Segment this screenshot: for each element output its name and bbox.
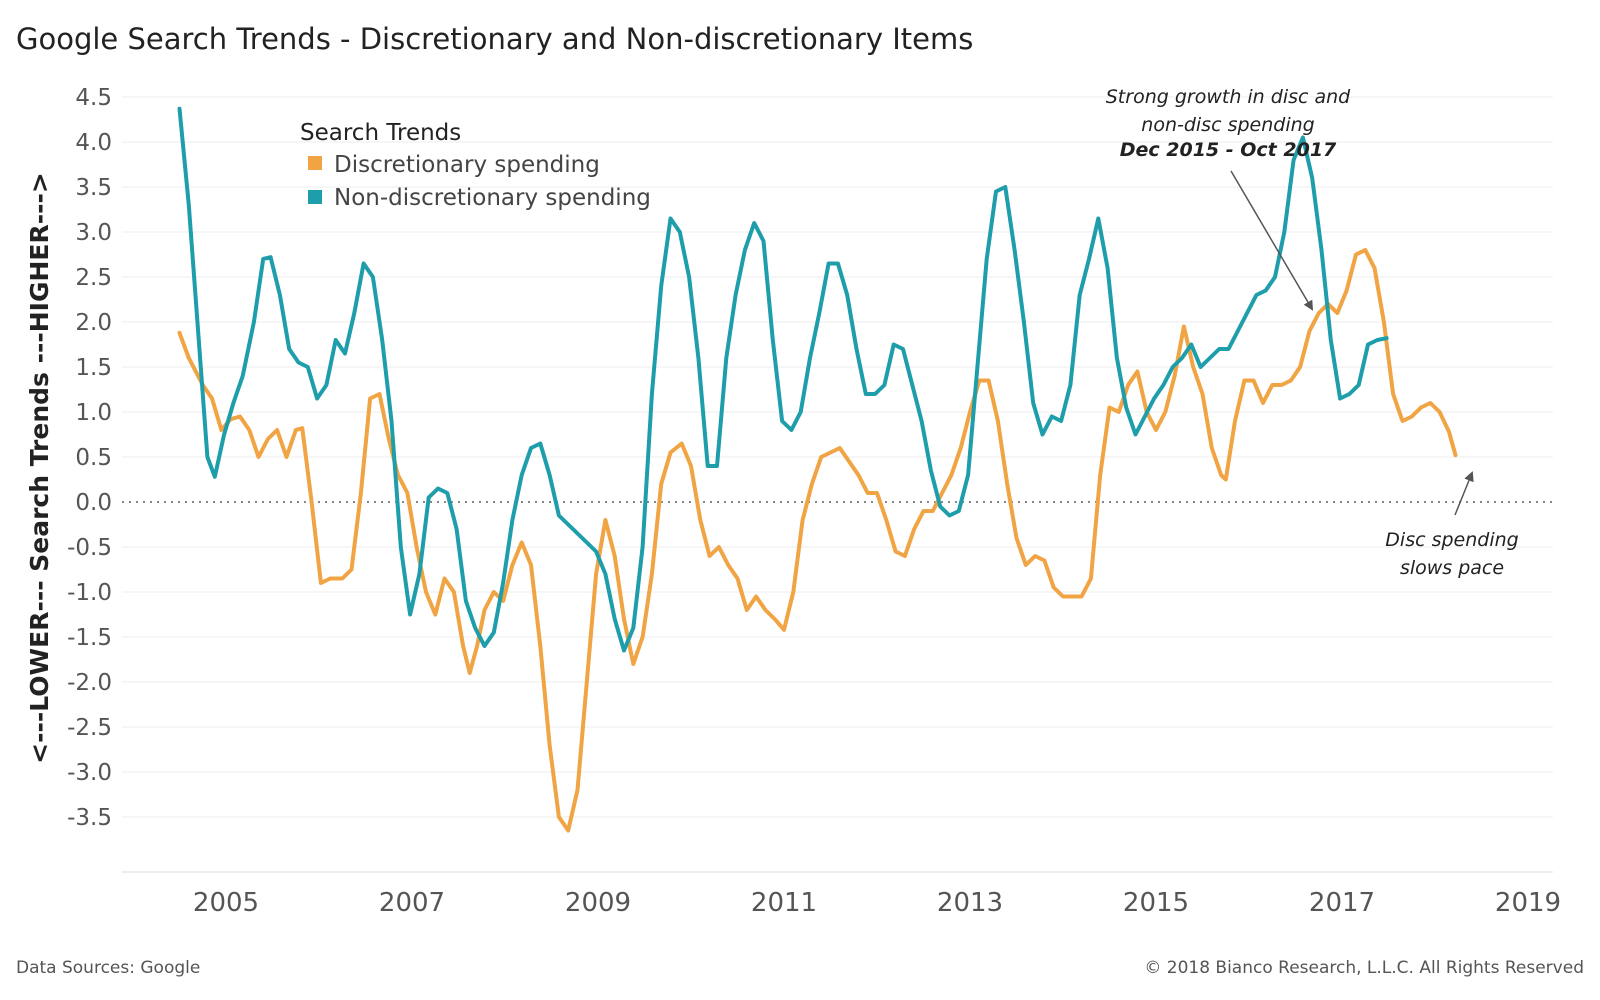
y-tick-label: 2.0 <box>75 310 112 336</box>
annotation-slows-line-2: slows pace <box>1400 557 1504 579</box>
y-tick-label: -1.0 <box>67 580 112 606</box>
y-axis-ticks: 4.5 4.0 3.5 3.0 2.5 2.0 1.5 1.0 0.5 0.0 -0.5 -1.0 -1… <box>67 85 112 831</box>
annotation-slows: Disc spending slows pace <box>1385 471 1519 579</box>
series-line-discretionary <box>177 248 1458 833</box>
y-tick-label: 4.5 <box>75 85 112 111</box>
annotation-slows-line-1: Disc spending <box>1385 529 1518 551</box>
y-tick-label: 3.5 <box>75 175 112 201</box>
annotation-growth: Strong growth in disc and non-disc spend… <box>1106 86 1351 311</box>
y-tick-label: -1.5 <box>67 625 112 651</box>
y-tick-label: 3.0 <box>75 220 112 246</box>
y-tick-label: -2.0 <box>67 670 112 696</box>
x-axis-ticks: 2005 2007 2009 2011 2013 2015 2017 2019 <box>193 888 1561 918</box>
legend-swatch-discretionary <box>308 156 322 170</box>
annotation-growth-dates: Dec 2015 - Oct 2017 <box>1120 139 1337 161</box>
x-tick-label: 2017 <box>1309 888 1375 918</box>
y-axis-label: <---LOWER--- Search Trends ---HIGHER---> <box>25 172 54 764</box>
y-tick-label: 0.0 <box>75 490 112 516</box>
x-tick-label: 2009 <box>565 888 631 918</box>
x-tick-label: 2019 <box>1495 888 1561 918</box>
series-line-non-discretionary <box>177 106 1389 653</box>
gridlines <box>122 96 1553 818</box>
series-lines <box>177 106 1458 833</box>
data-source-note: Data Sources: Google <box>16 958 201 978</box>
y-tick-label: 1.5 <box>75 355 112 381</box>
annotation-growth-line-1: Strong growth in disc and <box>1106 86 1351 108</box>
y-tick-label: 4.0 <box>75 130 112 156</box>
y-tick-label: -3.5 <box>67 805 112 831</box>
legend-swatch-non-discretionary <box>308 190 322 204</box>
legend-title: Search Trends <box>300 120 461 146</box>
y-tick-label: 0.5 <box>75 445 112 471</box>
legend-label-non-discretionary: Non-discretionary spending <box>334 185 651 211</box>
annotation-growth-arrow <box>1230 170 1314 311</box>
legend-label-discretionary: Discretionary spending <box>334 152 600 178</box>
x-tick-label: 2007 <box>379 888 445 918</box>
y-tick-label: -3.0 <box>67 760 112 786</box>
copyright-note: © 2018 Bianco Research, L.L.C. All Right… <box>1144 958 1584 978</box>
x-tick-label: 2005 <box>193 888 259 918</box>
annotation-slows-arrow <box>1454 471 1474 516</box>
y-tick-label: -0.5 <box>67 535 112 561</box>
x-tick-label: 2015 <box>1123 888 1189 918</box>
y-tick-label: 2.5 <box>75 265 112 291</box>
legend: Search Trends Discretionary spending Non… <box>300 120 651 211</box>
x-tick-label: 2013 <box>937 888 1003 918</box>
y-tick-label: 1.0 <box>75 400 112 426</box>
x-tick-label: 2011 <box>751 888 817 918</box>
annotation-growth-line-2: non-disc spending <box>1141 114 1314 136</box>
chart-title: Google Search Trends - Discretionary and… <box>16 22 974 56</box>
y-tick-label: -2.5 <box>67 715 112 741</box>
